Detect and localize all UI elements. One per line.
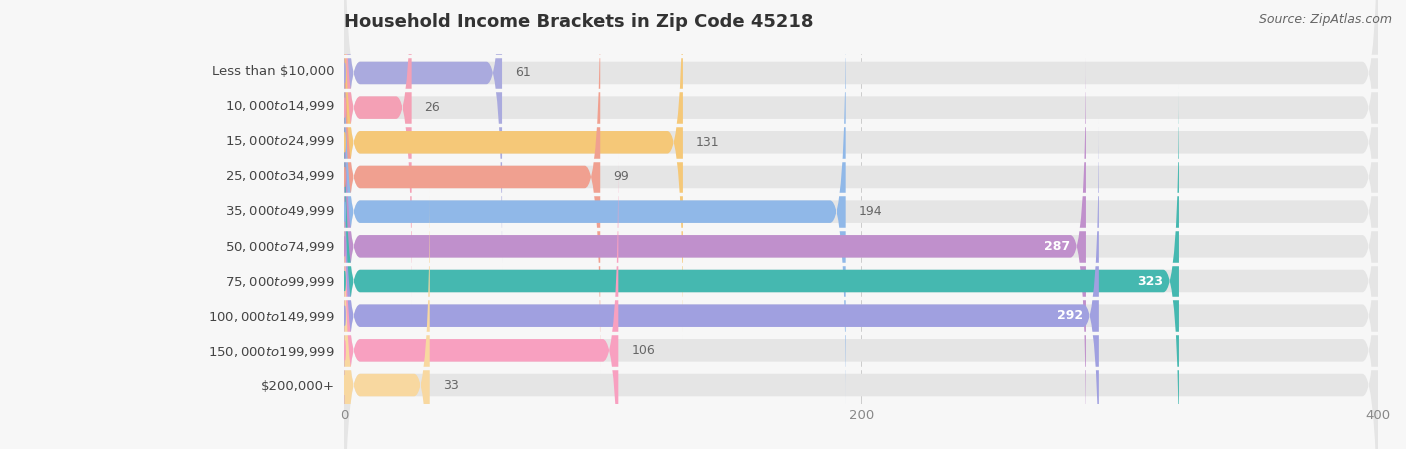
Text: $150,000 to $199,999: $150,000 to $199,999: [208, 344, 335, 359]
FancyBboxPatch shape: [344, 15, 845, 409]
Circle shape: [343, 237, 346, 256]
Text: 61: 61: [515, 66, 530, 79]
Circle shape: [343, 306, 346, 326]
FancyBboxPatch shape: [344, 119, 1099, 449]
Text: $200,000+: $200,000+: [260, 380, 335, 393]
Text: 26: 26: [425, 101, 440, 114]
Circle shape: [343, 202, 346, 221]
Text: $75,000 to $99,999: $75,000 to $99,999: [225, 274, 335, 289]
Text: $100,000 to $149,999: $100,000 to $149,999: [208, 309, 335, 324]
Text: 194: 194: [859, 205, 882, 218]
Text: 287: 287: [1045, 240, 1070, 253]
Circle shape: [343, 167, 346, 187]
FancyBboxPatch shape: [344, 0, 1378, 270]
Text: 33: 33: [443, 379, 458, 392]
FancyBboxPatch shape: [344, 49, 1378, 443]
Text: 292: 292: [1057, 309, 1084, 322]
FancyBboxPatch shape: [344, 0, 1378, 339]
FancyBboxPatch shape: [344, 84, 1180, 449]
Text: Household Income Brackets in Zip Code 45218: Household Income Brackets in Zip Code 45…: [344, 13, 814, 31]
FancyBboxPatch shape: [344, 188, 430, 449]
Circle shape: [343, 132, 346, 152]
Circle shape: [343, 375, 346, 395]
Circle shape: [343, 63, 346, 83]
Circle shape: [343, 98, 346, 117]
FancyBboxPatch shape: [344, 154, 1378, 449]
FancyBboxPatch shape: [344, 49, 1085, 443]
Text: 323: 323: [1137, 274, 1163, 287]
FancyBboxPatch shape: [344, 0, 1378, 374]
Text: $50,000 to $74,999: $50,000 to $74,999: [225, 239, 335, 254]
FancyBboxPatch shape: [344, 0, 412, 304]
FancyBboxPatch shape: [344, 15, 1378, 409]
Text: $10,000 to $14,999: $10,000 to $14,999: [225, 99, 335, 114]
FancyBboxPatch shape: [344, 0, 600, 374]
Text: $25,000 to $34,999: $25,000 to $34,999: [225, 169, 335, 184]
FancyBboxPatch shape: [344, 154, 619, 449]
Text: $15,000 to $24,999: $15,000 to $24,999: [225, 134, 335, 149]
Text: Less than $10,000: Less than $10,000: [212, 65, 335, 78]
Text: 99: 99: [613, 171, 628, 184]
Circle shape: [343, 271, 346, 291]
FancyBboxPatch shape: [344, 0, 502, 270]
Text: 106: 106: [631, 344, 655, 357]
FancyBboxPatch shape: [344, 188, 1378, 449]
Text: Source: ZipAtlas.com: Source: ZipAtlas.com: [1258, 13, 1392, 26]
FancyBboxPatch shape: [344, 119, 1378, 449]
FancyBboxPatch shape: [344, 0, 1378, 304]
Circle shape: [343, 341, 346, 360]
FancyBboxPatch shape: [344, 84, 1378, 449]
Text: $35,000 to $49,999: $35,000 to $49,999: [225, 204, 335, 219]
FancyBboxPatch shape: [344, 0, 683, 339]
Text: 131: 131: [696, 136, 720, 149]
